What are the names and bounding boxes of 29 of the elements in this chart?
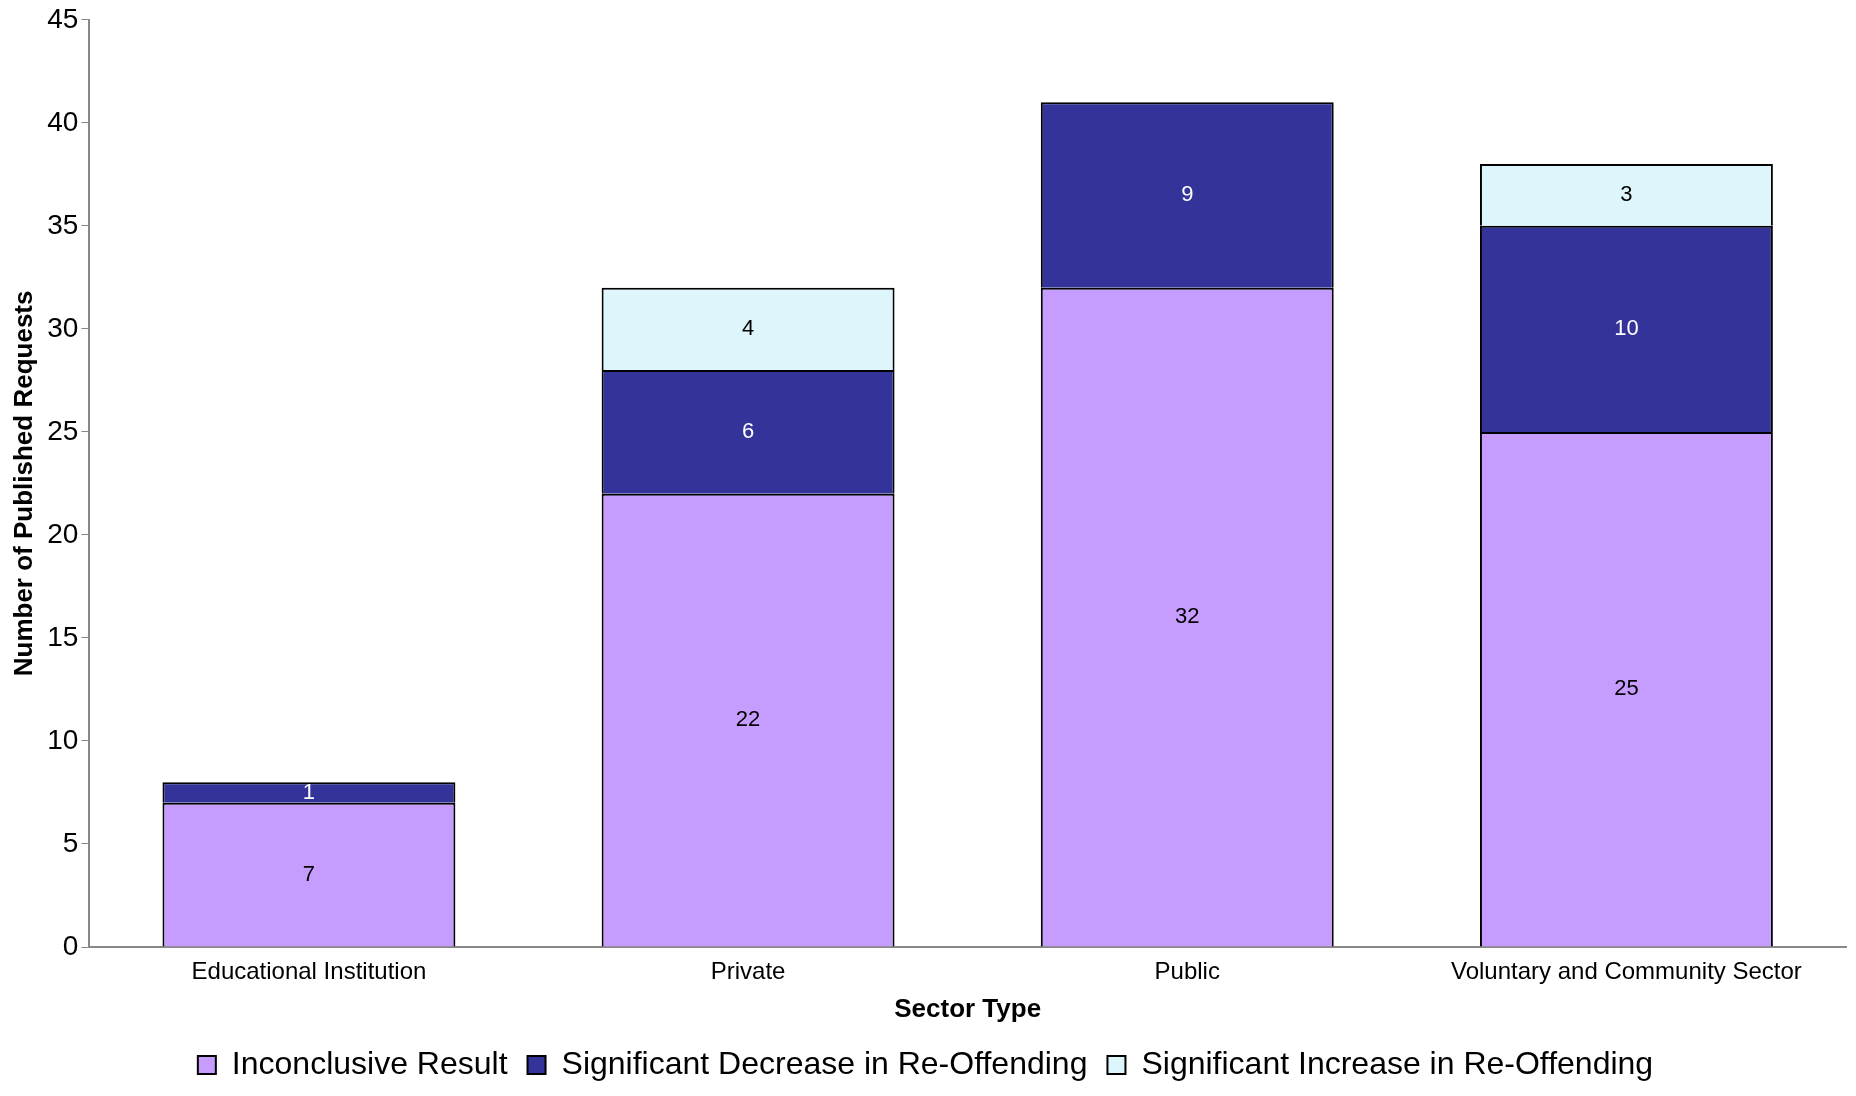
y-tick-label: 10	[47, 723, 79, 755]
y-tick-label: 0	[62, 929, 79, 961]
legend-label: Significant Decrease in Re-Offending	[561, 1044, 1088, 1081]
data-label: 32	[1175, 603, 1200, 629]
legend-label: Significant Increase in Re-Offending	[1141, 1044, 1654, 1081]
data-label: 22	[735, 706, 761, 732]
x-tick-label: Public	[1154, 957, 1220, 985]
x-tick-label: Voluntary and Community Sector	[1451, 957, 1802, 985]
data-label: 7	[302, 860, 316, 886]
data-label: 1	[302, 778, 316, 804]
data-label: 9	[1181, 181, 1194, 206]
y-tick-label: 5	[62, 826, 79, 858]
y-tick-label: 25	[47, 414, 79, 446]
x-tick-label: Private	[710, 957, 786, 985]
legend-label: Inconclusive Result	[231, 1044, 508, 1081]
data-label: 10	[1614, 314, 1639, 340]
data-label: 4	[741, 314, 755, 340]
y-axis-title: Number of Published Requests	[7, 290, 38, 677]
x-tick-label: Educational Institution	[191, 957, 427, 985]
y-tick-label: 35	[47, 208, 79, 240]
x-axis-title: Sector Type	[894, 992, 1042, 1023]
y-tick-label: 45	[47, 2, 79, 34]
data-label: 6	[741, 417, 755, 443]
data-label: 3	[1620, 181, 1633, 206]
y-tick-label: 20	[47, 517, 79, 549]
y-tick-label: 15	[47, 620, 79, 652]
y-tick-label: 40	[47, 105, 79, 137]
data-label: 25	[1614, 675, 1639, 701]
y-tick-label: 30	[47, 311, 79, 343]
